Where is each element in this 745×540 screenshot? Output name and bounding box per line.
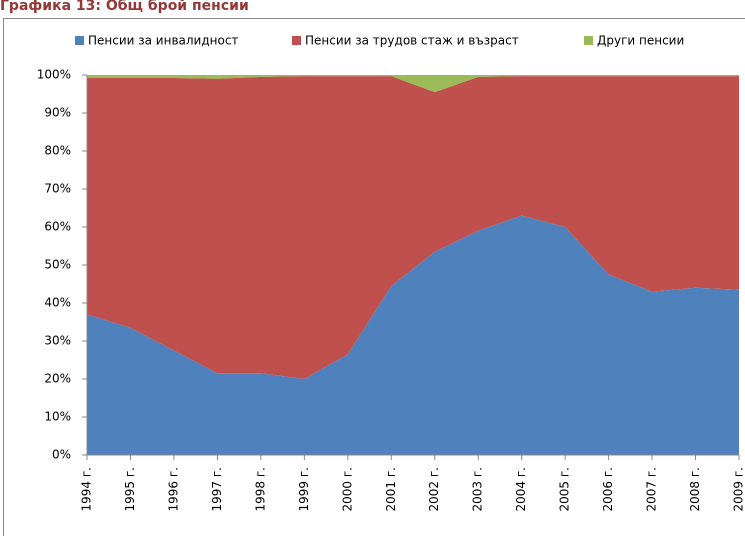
x-tick-label: 2006 г. (601, 467, 615, 511)
y-tick-label: 20% (44, 372, 71, 386)
y-tick-label: 80% (44, 144, 71, 158)
y-tick-label: 10% (44, 410, 71, 424)
x-tick-label: 2007 г. (645, 467, 659, 511)
x-tick-label: 2003 г. (471, 467, 485, 511)
legend-label: Други пенсии (597, 34, 684, 48)
x-tick-label: 2000 г. (340, 467, 354, 511)
y-tick-label: 40% (44, 296, 71, 310)
y-tick-label: 30% (44, 334, 71, 348)
y-tick-label: 50% (44, 258, 71, 272)
x-tick-label: 1996 г. (166, 467, 180, 511)
chart-title: Графика 13: Общ брой пенсии (0, 0, 249, 14)
y-tick-label: 70% (44, 182, 71, 196)
y-tick-label: 60% (44, 220, 71, 234)
x-tick-label: 1994 г. (80, 467, 94, 511)
legend-label: Пенсии за инвалидност (88, 34, 238, 48)
legend-swatch (75, 36, 84, 45)
x-tick-label: 1997 г. (210, 467, 224, 511)
x-tick-label: 1999 г. (297, 467, 311, 511)
x-tick-label: 2002 г. (427, 467, 441, 511)
y-tick-label: 0% (52, 448, 71, 462)
legend-swatch (292, 36, 301, 45)
x-tick-label: 1998 г. (253, 467, 267, 511)
x-tick-label: 2008 г. (688, 467, 702, 511)
x-tick-label: 2009 г. (732, 467, 745, 511)
x-tick-label: 2001 г. (384, 467, 398, 511)
legend-label: Пенсии за трудов стаж и възраст (305, 34, 519, 48)
y-tick-label: 90% (44, 106, 71, 120)
legend-swatch (584, 36, 593, 45)
x-tick-label: 2004 г. (514, 467, 528, 511)
x-tick-label: 1995 г. (123, 467, 137, 511)
x-tick-label: 2005 г. (558, 467, 572, 511)
y-tick-label: 100% (37, 68, 71, 82)
